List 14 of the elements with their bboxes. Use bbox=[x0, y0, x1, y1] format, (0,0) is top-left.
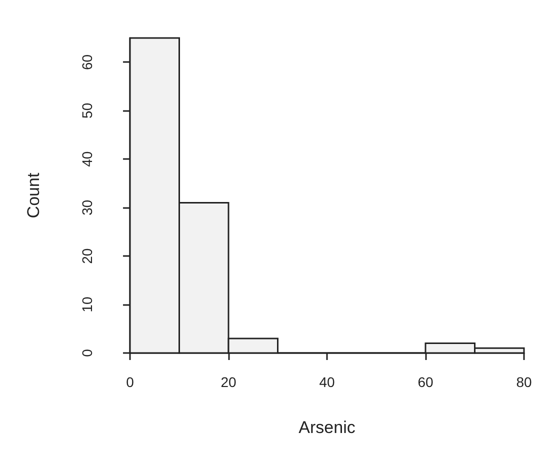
x-axis-title: Arsenic bbox=[298, 418, 356, 437]
y-tick-label: 20 bbox=[79, 248, 95, 264]
y-axis-title: Count bbox=[24, 172, 43, 218]
y-tick-label: 10 bbox=[79, 296, 95, 312]
y-tick-label: 40 bbox=[79, 151, 95, 167]
y-tick-label: 30 bbox=[79, 200, 95, 216]
x-tick-label: 20 bbox=[220, 374, 236, 390]
x-tick-label: 40 bbox=[319, 374, 335, 390]
y-tick-label: 60 bbox=[79, 54, 95, 70]
x-tick-label: 60 bbox=[418, 374, 434, 390]
x-tick-label: 80 bbox=[516, 374, 532, 390]
y-tick-label: 0 bbox=[79, 348, 95, 357]
x-tick-label: 0 bbox=[126, 374, 134, 390]
y-tick-label: 50 bbox=[79, 102, 95, 118]
